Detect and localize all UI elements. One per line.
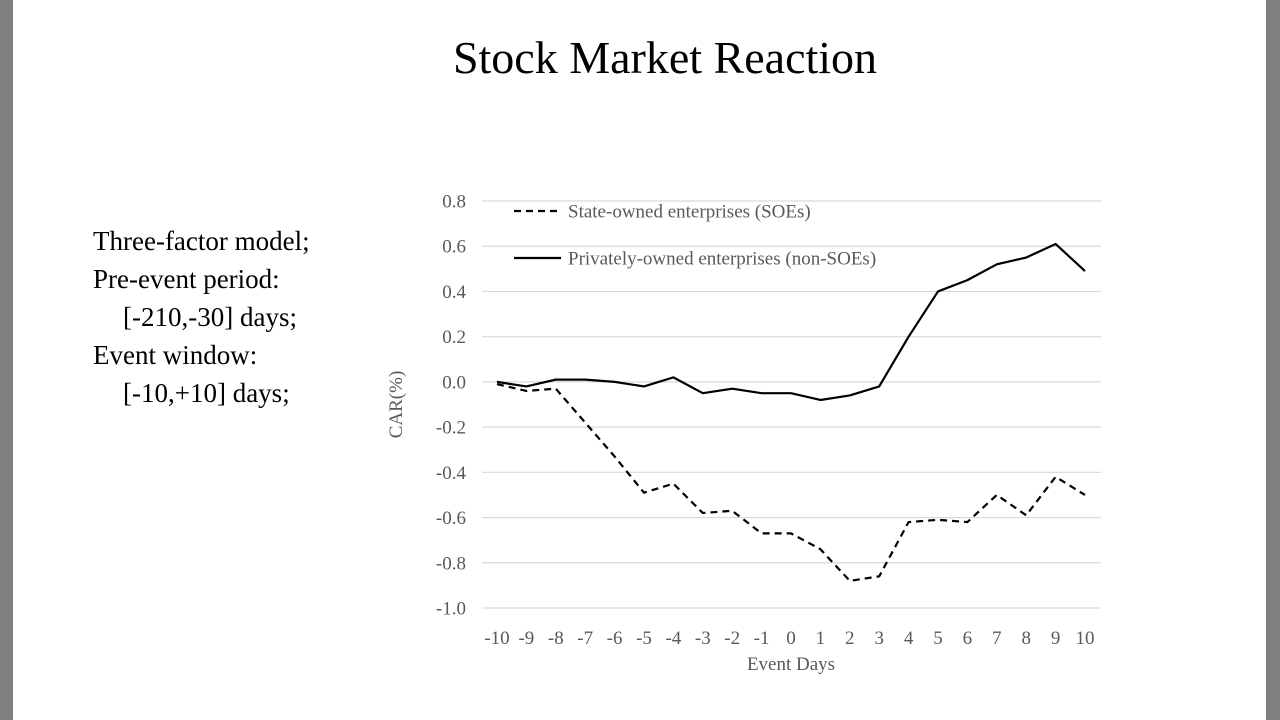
x-tick-label: 5 — [933, 628, 943, 649]
x-tick-label: -9 — [518, 628, 534, 649]
legend-label: Privately-owned enterprises (non-SOEs) — [568, 249, 876, 270]
y-tick-label: -0.8 — [436, 553, 466, 574]
y-tick-label: -0.6 — [436, 508, 466, 529]
y-tick-label: 0.0 — [442, 372, 466, 393]
model-info-block: Three-factor model; Pre-event period: [-… — [93, 222, 310, 412]
legend-label: State-owned enterprises (SOEs) — [568, 202, 811, 223]
right-edge-bar — [1266, 0, 1280, 720]
y-tick-label: 0.4 — [442, 282, 466, 303]
x-tick-label: 4 — [904, 628, 914, 649]
info-line: Pre-event period: — [93, 264, 280, 294]
x-tick-label: 0 — [786, 628, 796, 649]
x-tick-label: -3 — [695, 628, 711, 649]
series-line-soes — [496, 383, 1086, 582]
slide-title: Stock Market Reaction — [452, 32, 878, 83]
info-line: [-210,-30] days; — [123, 302, 297, 332]
x-axis-title: Event Days — [747, 654, 835, 675]
x-tick-label: -1 — [754, 628, 770, 649]
x-tick-label: -6 — [607, 628, 623, 649]
x-tick-label: 9 — [1051, 628, 1061, 649]
y-tick-label: 0.6 — [442, 237, 466, 258]
x-tick-label: 10 — [1076, 628, 1095, 649]
y-tick-label: 0.8 — [442, 192, 466, 213]
car-line-chart: 0.80.60.40.20.0-0.2-0.4-0.6-0.8-1.0-10 -9… — [386, 192, 1101, 675]
x-tick-label: 2 — [845, 628, 855, 649]
y-tick-label: 0.2 — [442, 327, 466, 348]
info-line: Three-factor model; — [93, 226, 310, 256]
x-tick-label: -2 — [724, 628, 740, 649]
y-tick-label: -0.2 — [436, 418, 466, 439]
x-tick-label: 8 — [1021, 628, 1030, 649]
info-line: Event window: — [93, 340, 258, 370]
x-tick-label: 6 — [963, 628, 973, 649]
left-edge-bar — [0, 0, 13, 720]
x-tick-label: -10 — [484, 628, 509, 649]
y-axis-title: CAR(%) — [386, 371, 407, 439]
y-tick-label: -1.0 — [436, 599, 466, 620]
y-tick-label: -0.4 — [436, 463, 467, 484]
x-tick-label: -7 — [577, 628, 593, 649]
x-tick-label: 1 — [816, 628, 826, 649]
x-tick-label: 7 — [992, 628, 1002, 649]
x-tick-label: 3 — [874, 628, 884, 649]
series-line-non-soes — [496, 242, 1086, 402]
info-line: [-10,+10] days; — [123, 378, 290, 408]
x-tick-label: -5 — [636, 628, 652, 649]
x-tick-label: -8 — [548, 628, 564, 649]
x-tick-label: -4 — [665, 628, 681, 649]
